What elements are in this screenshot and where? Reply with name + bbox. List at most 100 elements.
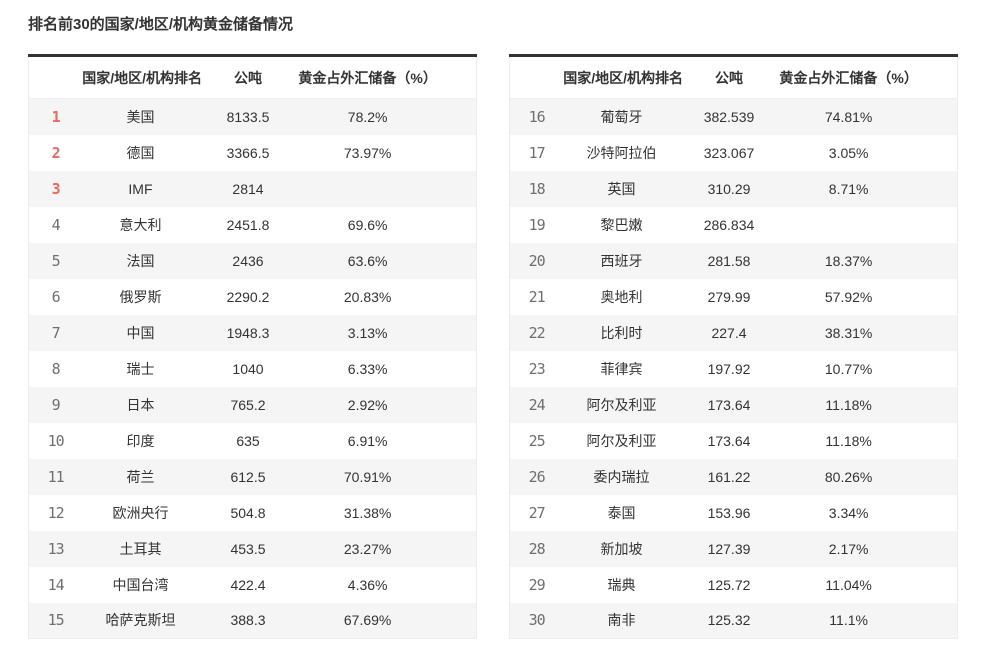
pct-cell: 23.27% <box>343 540 392 557</box>
country-cell: 阿尔及利亚 <box>586 432 657 449</box>
country-cell: 日本 <box>126 396 155 413</box>
rank-cell: 7 <box>51 323 61 342</box>
rank-cell: 11 <box>47 467 65 486</box>
rank-cell: 15 <box>47 611 65 630</box>
pct-cell: 2.92% <box>347 396 388 413</box>
rank-cell: 8 <box>51 359 61 378</box>
tons-cell: 125.32 <box>707 612 751 629</box>
rank-cell: 9 <box>51 395 61 414</box>
pct-cell: 3.34% <box>828 504 869 521</box>
table-row: 5 法国 2436 63.6% <box>28 242 477 279</box>
table-row: 10 印度 635 6.91% <box>28 422 477 459</box>
tons-cell: 635 <box>236 432 260 449</box>
table-row: 23 菲律宾 197.92 10.77% <box>509 350 958 387</box>
country-cell: 委内瑞拉 <box>593 468 650 485</box>
gold-reserves-table-ranks-16-30: 国家/地区/机构排名 公吨 黄金占外汇储备（%） 16 葡萄牙 382.539 74.… <box>509 54 958 639</box>
tons-cell: 1040 <box>232 360 264 377</box>
tons-cell: 127.39 <box>707 540 751 557</box>
rank-cell: 26 <box>528 467 546 486</box>
table-row: 17 沙特阿拉伯 323.067 3.05% <box>509 134 958 171</box>
pct-cell: 3.05% <box>828 144 869 161</box>
pct-cell <box>778 207 957 243</box>
tons-cell: 323.067 <box>703 144 755 161</box>
header-row: 国家/地区/机构排名 公吨 黄金占外汇储备（%） <box>509 55 958 99</box>
tons-cell: 125.72 <box>707 576 751 593</box>
table-row: 19 黎巴嫩 286.834 <box>509 206 958 243</box>
pct-cell: 11.18% <box>825 432 872 449</box>
rank-cell: 28 <box>528 539 546 558</box>
tons-cell: 453.5 <box>230 540 266 557</box>
tons-cell: 1948.3 <box>226 324 270 341</box>
table-row: 1 美国 8133.5 78.2% <box>28 98 477 135</box>
tons-cell: 153.96 <box>707 504 751 521</box>
country-cell: IMF <box>128 180 153 197</box>
rank-cell: 5 <box>51 251 61 270</box>
tables-container: 国家/地区/机构排名 公吨 黄金占外汇储备（%） 1 美国 8133.5 78.2% 2… <box>28 54 958 639</box>
tons-cell: 310.29 <box>707 180 751 197</box>
rank-cell: 23 <box>528 359 546 378</box>
table-row: 20 西班牙 281.58 18.37% <box>509 242 958 279</box>
table-row: 7 中国 1948.3 3.13% <box>28 314 477 351</box>
rank-cell: 19 <box>528 215 546 234</box>
rank-cell: 10 <box>47 431 65 450</box>
pct-cell: 67.69% <box>343 612 392 629</box>
table-row: 24 阿尔及利亚 173.64 11.18% <box>509 386 958 423</box>
table-row: 6 俄罗斯 2290.2 20.83% <box>28 278 477 315</box>
pct-cell: 11.18% <box>825 396 872 413</box>
country-cell: 阿尔及利亚 <box>586 396 657 413</box>
country-cell: 西班牙 <box>600 252 643 269</box>
pct-cell: 78.2% <box>347 108 388 125</box>
country-cell: 中国 <box>126 324 155 341</box>
rank-cell: 27 <box>528 503 546 522</box>
table-row: 29 瑞典 125.72 11.04% <box>509 566 958 603</box>
pct-cell: 6.91% <box>347 432 388 449</box>
pct-cell: 63.6% <box>347 252 388 269</box>
country-cell: 印度 <box>126 432 155 449</box>
pct-cell: 69.6% <box>347 216 388 233</box>
table-row: 11 荷兰 612.5 70.91% <box>28 458 477 495</box>
tons-cell: 227.4 <box>711 324 747 341</box>
table-row: 8 瑞士 1040 6.33% <box>28 350 477 387</box>
country-cell: 哈萨克斯坦 <box>105 612 176 629</box>
pct-cell: 74.81% <box>824 108 873 125</box>
rank-cell: 2 <box>51 143 61 162</box>
header-row: 国家/地区/机构排名 公吨 黄金占外汇储备（%） <box>28 55 477 99</box>
pct-cell: 57.92% <box>824 288 873 305</box>
table-row: 28 新加坡 127.39 2.17% <box>509 530 958 567</box>
country-cell: 意大利 <box>119 216 162 233</box>
country-cell: 奥地利 <box>600 288 643 305</box>
pct-column-header: 黄金占外汇储备（%） <box>778 55 958 99</box>
rank-cell: 22 <box>528 323 546 342</box>
pct-cell: 3.13% <box>347 324 388 341</box>
pct-cell: 31.38% <box>343 504 392 521</box>
table-row: 12 欧洲央行 504.8 31.38% <box>28 494 477 531</box>
country-cell: 南非 <box>607 612 636 629</box>
table-row: 3 IMF 2814 <box>28 170 477 207</box>
table-row: 9 日本 765.2 2.92% <box>28 386 477 423</box>
country-cell: 土耳其 <box>119 540 162 557</box>
tons-cell: 173.64 <box>707 432 751 449</box>
country-cell: 欧洲央行 <box>112 504 169 521</box>
country-cell: 荷兰 <box>126 468 155 485</box>
country-cell: 美国 <box>126 108 155 125</box>
rank-column-header <box>28 55 83 99</box>
pct-cell: 8.71% <box>828 180 869 197</box>
tons-column-header: 公吨 <box>679 55 779 99</box>
rank-cell: 3 <box>51 179 61 198</box>
country-cell: 黎巴嫩 <box>600 216 643 233</box>
pct-cell: 38.31% <box>824 324 873 341</box>
pct-cell: 2.17% <box>828 540 869 557</box>
pct-cell: 4.36% <box>347 576 388 593</box>
rank-cell: 1 <box>51 107 61 126</box>
table-row: 13 土耳其 453.5 23.27% <box>28 530 477 567</box>
rank-cell: 21 <box>528 287 546 306</box>
country-cell: 英国 <box>607 180 636 197</box>
pct-cell <box>297 171 476 207</box>
rank-column-header <box>509 55 564 99</box>
tons-cell: 8133.5 <box>226 108 270 125</box>
rank-cell: 14 <box>47 575 65 594</box>
pct-cell: 20.83% <box>343 288 392 305</box>
tons-cell: 286.834 <box>703 216 755 233</box>
tons-cell: 422.4 <box>230 576 266 593</box>
tons-cell: 279.99 <box>707 288 751 305</box>
